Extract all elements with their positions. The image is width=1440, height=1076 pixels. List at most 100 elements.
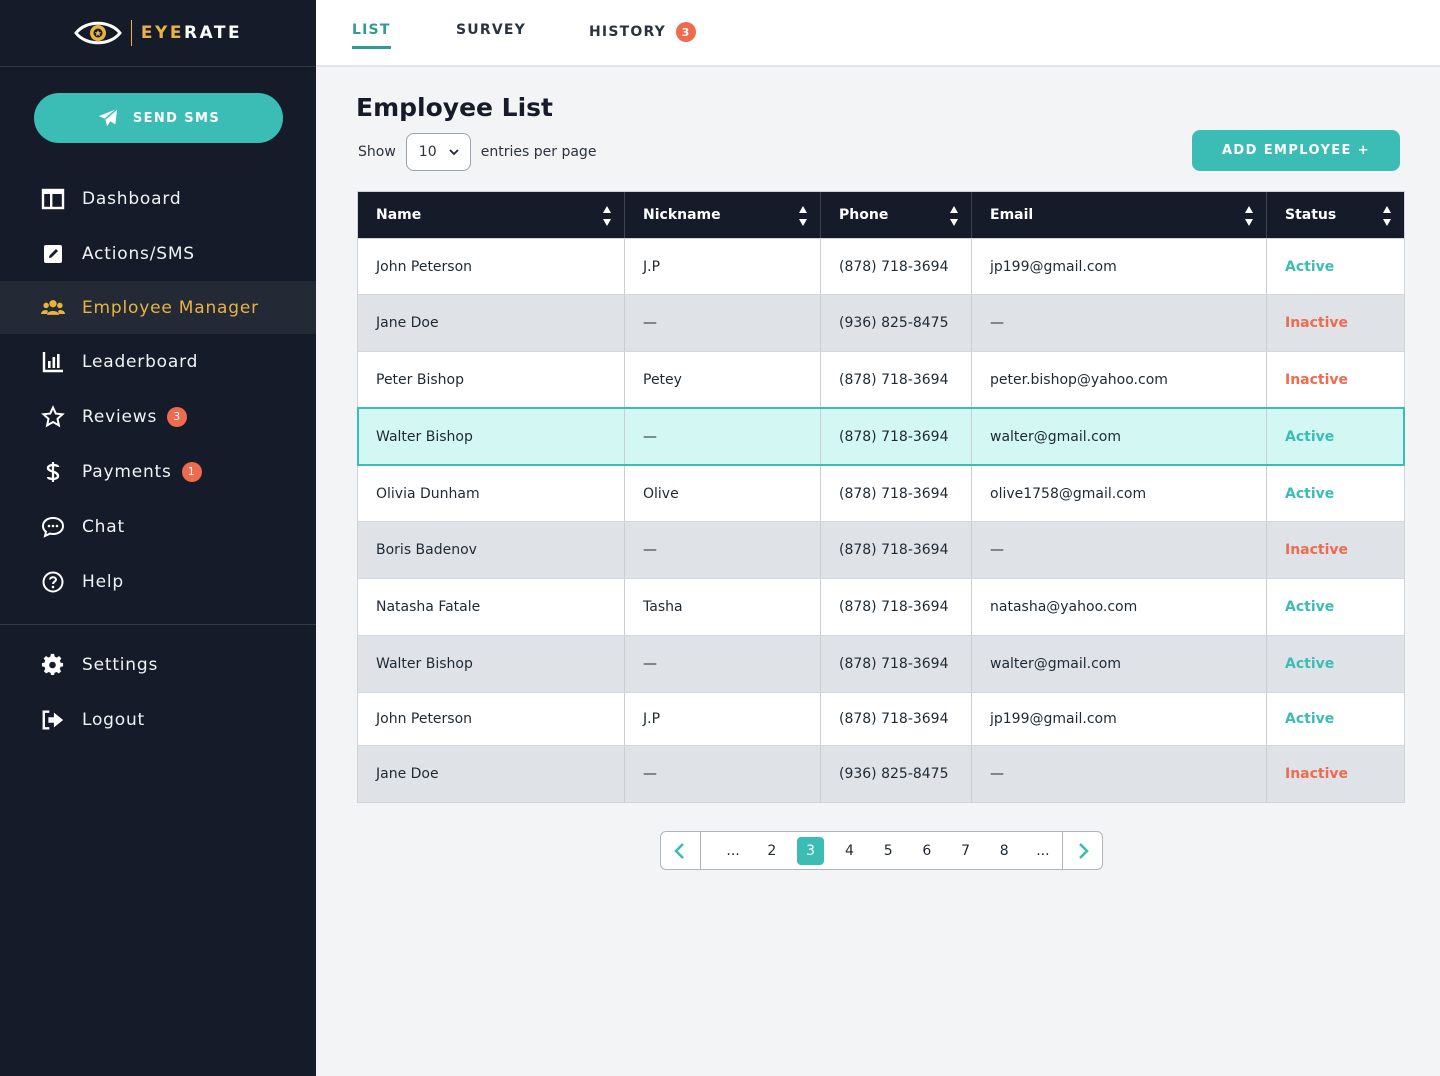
cell-status: Inactive — [1285, 315, 1349, 331]
cell-nickname: J.P — [625, 693, 821, 745]
add-employee-button[interactable]: ADD EMPLOYEE + — [1192, 130, 1400, 171]
table-row[interactable]: Jane Doe — (936) 825-8475 — Inactive — [358, 294, 1404, 351]
sidebar-item-payments[interactable]: Payments 1 — [0, 444, 316, 499]
tab-survey[interactable]: SURVEY — [456, 22, 526, 38]
cell-phone: (878) 718-3694 — [821, 522, 972, 578]
page-ellipsis[interactable]: ... — [1036, 842, 1050, 859]
sidebar-item-leaderboard[interactable]: Leaderboard — [0, 334, 316, 389]
table-row[interactable]: John Peterson J.P (878) 718-3694 jp199@g… — [358, 692, 1404, 745]
column-header-label: Phone — [839, 207, 889, 223]
top-tab-bar: LIST SURVEY HISTORY 3 — [316, 0, 1440, 67]
column-header-label: Nickname — [643, 207, 721, 223]
dashboard-icon — [40, 186, 66, 212]
cell-email: walter@gmail.com — [972, 409, 1267, 465]
sidebar-item-label: Actions/SMS — [82, 243, 195, 264]
cell-nickname: Petey — [625, 352, 821, 408]
cell-name: Jane Doe — [358, 295, 625, 351]
sidebar-item-reviews[interactable]: Reviews 3 — [0, 389, 316, 444]
cell-name: Walter Bishop — [358, 409, 625, 465]
cell-name: John Peterson — [358, 693, 625, 745]
table-row[interactable]: Jane Doe — (936) 825-8475 — Inactive — [358, 745, 1404, 802]
sidebar-item-label: Reviews — [82, 406, 158, 427]
cell-name: Walter Bishop — [358, 636, 625, 692]
table-row[interactable]: Natasha Fatale Tasha (878) 718-3694 nata… — [358, 578, 1404, 635]
brand-name-part1: EYE — [140, 23, 184, 43]
entries-per-page-control: Show 10 entries per page — [358, 133, 596, 171]
sidebar-item-logout[interactable]: Logout — [0, 692, 316, 747]
cell-email: walter@gmail.com — [972, 636, 1267, 692]
cell-phone: (878) 718-3694 — [821, 636, 972, 692]
page-number[interactable]: 6 — [922, 842, 932, 859]
sort-icon — [950, 206, 958, 226]
page-number[interactable]: 4 — [845, 842, 854, 859]
sidebar: EYERATE SEND SMS Dashboard Actions/SMS E… — [0, 0, 316, 1076]
table-row[interactable]: Walter Bishop — (878) 718-3694 walter@gm… — [358, 635, 1404, 692]
column-header-nickname[interactable]: Nickname — [625, 192, 821, 238]
column-header-phone[interactable]: Phone — [821, 192, 972, 238]
page-number[interactable]: 5 — [883, 842, 893, 859]
sidebar-item-settings[interactable]: Settings — [0, 637, 316, 692]
page-number[interactable]: 2 — [767, 842, 777, 859]
page-title: Employee List — [356, 93, 554, 122]
table-row-selected[interactable]: Walter Bishop — (878) 718-3694 walter@gm… — [357, 407, 1405, 466]
sidebar-item-chat[interactable]: Chat — [0, 499, 316, 554]
tab-list[interactable]: LIST — [352, 22, 391, 49]
previous-page-button[interactable] — [661, 832, 701, 869]
cell-phone: (936) 825-8475 — [821, 746, 972, 802]
table-row[interactable]: Peter Bishop Petey (878) 718-3694 peter.… — [358, 351, 1404, 408]
history-badge: 3 — [676, 22, 697, 42]
brand-name-part2: RATE — [183, 23, 243, 43]
column-header-name[interactable]: Name — [358, 192, 625, 238]
page-number-current[interactable]: 3 — [797, 836, 825, 865]
sidebar-item-actions-sms[interactable]: Actions/SMS — [0, 226, 316, 281]
next-page-button[interactable] — [1062, 832, 1102, 869]
entries-select[interactable]: 10 — [405, 133, 471, 171]
gear-icon — [40, 652, 66, 678]
sidebar-item-help[interactable]: Help — [0, 554, 316, 609]
brand-name: EYERATE — [141, 23, 242, 43]
help-icon — [40, 569, 66, 595]
sidebar-item-label: Payments — [82, 461, 172, 482]
entries-suffix-label: entries per page — [480, 144, 597, 160]
page-number[interactable]: 8 — [999, 842, 1009, 859]
table-row[interactable]: Boris Badenov — (878) 718-3694 — Inactiv… — [358, 521, 1404, 578]
sidebar-item-label: Settings — [82, 654, 159, 675]
cell-phone: (878) 718-3694 — [821, 579, 972, 635]
edit-icon — [40, 241, 66, 267]
cell-name: Peter Bishop — [358, 352, 625, 408]
column-header-email[interactable]: Email — [972, 192, 1267, 238]
column-header-status[interactable]: Status — [1267, 192, 1404, 238]
sidebar-item-employee-manager[interactable]: Employee Manager — [0, 281, 316, 334]
cell-phone: (878) 718-3694 — [821, 239, 972, 294]
show-label: Show — [358, 144, 396, 160]
employee-table: Name Nickname Phone Email Status John Pe… — [357, 191, 1405, 803]
star-icon — [40, 404, 66, 430]
table-row[interactable]: Olivia Dunham Olive (878) 718-3694 olive… — [358, 465, 1404, 521]
page-number[interactable]: 7 — [961, 842, 970, 859]
table-row[interactable]: John Peterson J.P (878) 718-3694 jp199@g… — [358, 238, 1404, 294]
sort-icon — [1383, 206, 1391, 226]
column-header-label: Name — [376, 207, 422, 223]
cell-phone: (936) 825-8475 — [821, 295, 972, 351]
sort-icon — [1245, 206, 1253, 226]
send-sms-button[interactable]: SEND SMS — [34, 93, 283, 143]
cell-status: Inactive — [1285, 542, 1349, 558]
cell-status: Active — [1285, 711, 1335, 727]
cell-nickname: — — [625, 522, 821, 578]
sidebar-nav: Dashboard Actions/SMS Employee Manager L… — [0, 171, 316, 609]
sidebar-item-dashboard[interactable]: Dashboard — [0, 171, 316, 226]
brand-logo[interactable]: EYERATE — [0, 0, 316, 67]
tab-history[interactable]: HISTORY 3 — [589, 22, 697, 42]
logout-icon — [40, 707, 66, 733]
cell-email: peter.bishop@yahoo.com — [972, 352, 1267, 408]
sidebar-item-label: Dashboard — [82, 188, 182, 209]
page-ellipsis[interactable]: ... — [726, 842, 740, 859]
sidebar-item-label: Logout — [82, 709, 146, 730]
sidebar-divider — [0, 624, 316, 625]
sidebar-item-label: Employee Manager — [82, 297, 259, 318]
tab-label: HISTORY — [589, 24, 667, 40]
cell-name: Jane Doe — [358, 746, 625, 802]
cell-email: natasha@yahoo.com — [972, 579, 1267, 635]
cell-phone: (878) 718-3694 — [821, 352, 972, 408]
sort-icon — [603, 206, 611, 226]
